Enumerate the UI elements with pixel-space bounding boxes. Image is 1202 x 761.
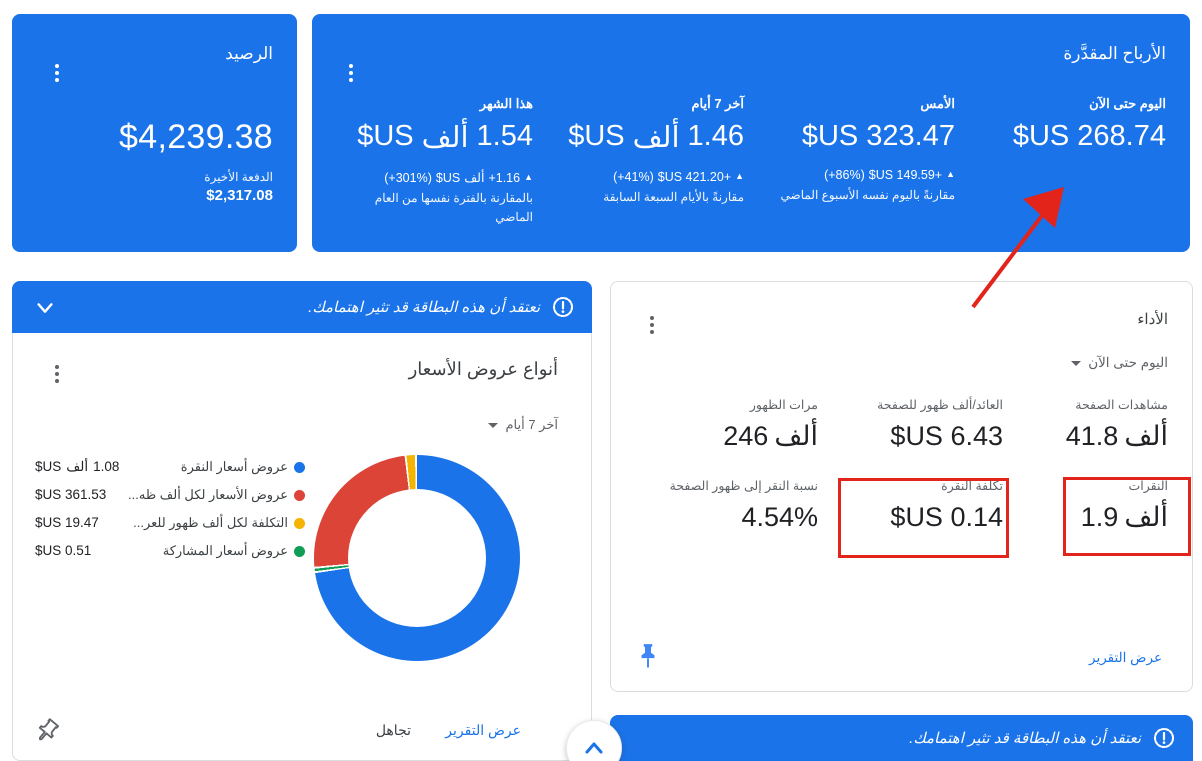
legend-item: عروض أسعار النقرة $US ألف 1.08 <box>35 459 305 475</box>
earnings-col-thismonth: هذا الشهر $US ألف 1.54 (+301%) $US ألف +1.16 ▲… <box>336 96 533 227</box>
column-label: الأمس <box>920 96 955 111</box>
column-value: $US ألف 1.54 <box>357 120 533 154</box>
metric-label: مشاهدات الصفحة <box>1075 398 1168 412</box>
legend-dot-red <box>294 490 305 501</box>
metric-label: النقرات <box>1128 479 1168 493</box>
date-range-dropdown[interactable]: اليوم حتى الآن <box>635 355 1168 371</box>
legend-value: $US ألف 1.08 <box>35 459 120 474</box>
view-report-link[interactable]: عرض التقرير <box>445 722 521 738</box>
legend-label: عروض الأسعار لكل ألف ظه... <box>128 487 288 502</box>
view-report-link[interactable]: عرض التقرير <box>1089 650 1162 665</box>
bid-types-title: أنواع عروض الأسعار <box>408 359 558 379</box>
metric-label: العائد/ألف ظهور للصفحة <box>877 398 1003 412</box>
performance-card: الأداء اليوم حتى الآن مشاهدات الصفحة 41.… <box>610 281 1193 692</box>
legend-value: $US 361.53 <box>35 487 107 502</box>
metric-value: $US 6.43 <box>890 421 1003 451</box>
metrics-grid: مشاهدات الصفحة 41.8 ألف العائد/ألف ظهور ل… <box>635 397 1168 533</box>
kebab-menu-icon[interactable] <box>48 361 66 387</box>
suggestion-header[interactable]: نعتقد أن هذه البطاقة قد تثير اهتمامك. <box>12 281 592 333</box>
suggestion-text: نعتقد أن هذه البطاقة قد تثير اهتمامك. <box>909 730 1141 747</box>
metric-label: تكلفة النقرة <box>941 479 1003 493</box>
metric-page-ctr: نسبة النقر إلى ظهور الصفحة 4.54% <box>633 478 818 533</box>
earnings-col-yesterday: الأمس $US 323.47 (+86%) $US 149.59+ ▲ مقار… <box>758 96 956 227</box>
balance-card: الرصيد $4,239.38 الدفعة الأخيرة $2,317.0… <box>12 14 297 252</box>
date-range-dropdown[interactable]: آخر 7 أيام <box>488 417 558 433</box>
column-value: $US 323.47 <box>801 120 955 152</box>
scroll-collapse-fab[interactable] <box>566 720 622 761</box>
metric-value: 246 ألف <box>723 421 818 451</box>
legend-value: $US 0.51 <box>35 543 92 558</box>
legend-dot-blue <box>294 462 305 473</box>
kebab-menu-icon[interactable] <box>342 60 360 86</box>
earnings-col-today: اليوم حتى الآن $US 268.74 <box>969 96 1166 227</box>
suggestion-banner-bottom[interactable]: نعتقد أن هذه البطاقة قد تثير اهتمامك. <box>610 715 1193 761</box>
metric-value: 4.54% <box>741 502 818 532</box>
caret-down-icon <box>1071 360 1082 366</box>
metric-cpc: تكلفة النقرة $US 0.14 <box>818 478 1003 533</box>
metric-impressions: مرات الظهور 246 ألف <box>633 397 818 452</box>
comparison-note: مقارنةً بالأيام السبعة السابقة <box>603 190 744 204</box>
metric-value: 41.8 ألف <box>1065 421 1168 451</box>
metric-page-rpm: العائد/ألف ظهور للصفحة $US 6.43 <box>818 397 1003 452</box>
last-payment-value: $2,317.08 <box>206 187 273 204</box>
legend-item: التكلفة لكل ألف ظهور للعر... $US 19.47 <box>35 515 305 531</box>
pin-icon[interactable] <box>635 642 661 672</box>
kebab-menu-icon[interactable] <box>48 60 66 86</box>
delta-up-indicator: (+301%) $US ألف +1.16 ▲ <box>384 170 533 186</box>
balance-title: الرصيد <box>225 44 273 63</box>
caret-down-icon <box>488 422 499 428</box>
dismiss-button[interactable]: تجاهل <box>375 722 411 738</box>
column-value: $US ألف 1.46 <box>568 120 744 154</box>
legend-value: $US 19.47 <box>35 515 99 530</box>
legend-dot-yellow <box>294 518 305 529</box>
performance-title: الأداء <box>1137 311 1168 328</box>
earnings-title: الأرباح المقدَّرة <box>1063 44 1166 63</box>
column-label: هذا الشهر <box>479 96 533 111</box>
kebab-menu-icon[interactable] <box>643 312 661 338</box>
legend-label: التكلفة لكل ألف ظهور للعر... <box>133 515 288 530</box>
suggestion-text: نعتقد أن هذه البطاقة قد تثير اهتمامك. <box>308 299 540 316</box>
column-label: آخر 7 أيام <box>691 96 744 111</box>
legend-label: عروض أسعار النقرة <box>180 459 288 474</box>
estimated-earnings-card: الأرباح المقدَّرة اليوم حتى الآن $US 268… <box>312 14 1190 252</box>
metric-value: 1.9 ألف <box>1080 502 1168 532</box>
pin-icon[interactable] <box>34 718 60 744</box>
column-label: اليوم حتى الآن <box>1089 96 1166 111</box>
suggestion-badge-icon <box>1153 727 1175 749</box>
legend-item: عروض الأسعار لكل ألف ظه... $US 361.53 <box>35 487 305 503</box>
delta-up-indicator: (+41%) $US 421.20+ ▲ <box>613 170 744 184</box>
chevron-down-icon[interactable] <box>34 297 56 319</box>
delta-up-indicator: (+86%) $US 149.59+ ▲ <box>824 168 955 182</box>
bid-types-donut-chart <box>314 455 520 661</box>
legend-label: عروض أسعار المشاركة <box>162 543 288 558</box>
legend-item: عروض أسعار المشاركة $US 0.51 <box>35 543 305 559</box>
date-range-label: آخر 7 أيام <box>505 417 558 432</box>
suggestion-badge-icon <box>552 296 574 318</box>
metric-clicks: النقرات 1.9 ألف <box>1003 478 1168 533</box>
comparison-note: مقارنةً باليوم نفسه الأسبوع الماضي <box>780 188 956 202</box>
balance-value: $4,239.38 <box>119 118 273 156</box>
metric-value: $US 0.14 <box>890 502 1003 532</box>
metric-label: مرات الظهور <box>749 398 818 412</box>
chart-legend: عروض أسعار النقرة $US ألف 1.08 عروض الأسعا… <box>35 459 305 571</box>
metric-label: نسبة النقر إلى ظهور الصفحة <box>669 479 818 493</box>
earnings-col-last7days: آخر 7 أيام $US ألف 1.46 (+41%) $US 421.20+ ▲… <box>547 96 744 227</box>
metric-page-views: مشاهدات الصفحة 41.8 ألف <box>1003 397 1168 452</box>
chevron-up-icon <box>585 742 603 754</box>
date-range-label: اليوم حتى الآن <box>1088 355 1168 370</box>
legend-dot-green <box>294 546 305 557</box>
earnings-columns: اليوم حتى الآن $US 268.74 الأمس $US 323.… <box>336 96 1166 227</box>
last-payment-label: الدفعة الأخيرة <box>204 170 273 184</box>
bid-types-card: نعتقد أن هذه البطاقة قد تثير اهتمامك. أن… <box>12 281 592 761</box>
comparison-note: بالمقارنة بالفترة نفسها من العام الماضي <box>374 191 533 225</box>
column-value: $US 268.74 <box>1012 120 1166 152</box>
